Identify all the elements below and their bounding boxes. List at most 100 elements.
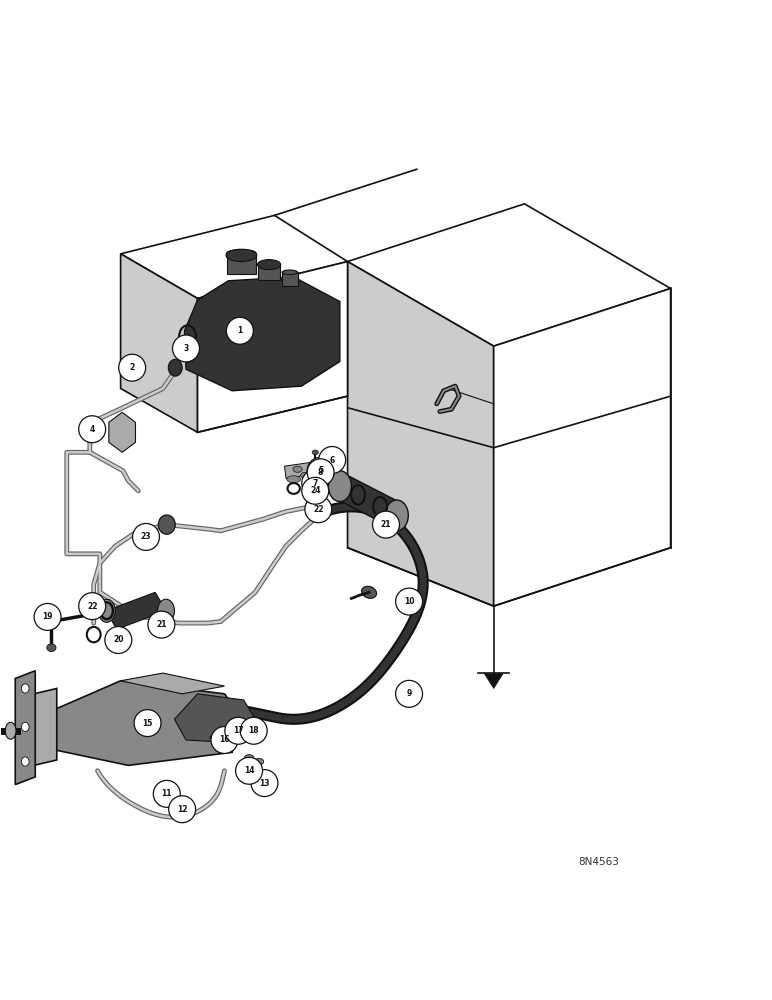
- Text: 6: 6: [330, 456, 335, 465]
- Circle shape: [225, 717, 252, 744]
- Ellipse shape: [5, 722, 16, 739]
- Circle shape: [251, 770, 278, 797]
- Circle shape: [148, 611, 174, 638]
- Polygon shape: [56, 681, 240, 765]
- Text: 16: 16: [219, 735, 230, 744]
- Circle shape: [34, 603, 61, 630]
- Polygon shape: [347, 262, 493, 606]
- Text: 15: 15: [142, 719, 153, 728]
- Ellipse shape: [259, 261, 279, 267]
- Ellipse shape: [328, 471, 351, 502]
- Text: 22: 22: [313, 505, 323, 514]
- Text: 19: 19: [42, 612, 52, 621]
- Ellipse shape: [312, 450, 318, 455]
- Text: 5: 5: [318, 466, 323, 475]
- Text: 11: 11: [161, 789, 172, 798]
- Circle shape: [305, 496, 332, 523]
- Polygon shape: [284, 462, 318, 478]
- Text: 20: 20: [113, 635, 124, 644]
- Circle shape: [302, 470, 329, 497]
- Ellipse shape: [293, 466, 302, 472]
- Ellipse shape: [158, 515, 175, 534]
- Polygon shape: [15, 671, 36, 785]
- Ellipse shape: [255, 758, 264, 765]
- Polygon shape: [485, 674, 503, 688]
- Ellipse shape: [300, 472, 310, 478]
- Polygon shape: [106, 592, 166, 629]
- Polygon shape: [271, 323, 305, 358]
- Circle shape: [240, 717, 267, 744]
- Ellipse shape: [385, 500, 408, 531]
- Circle shape: [79, 593, 106, 620]
- Circle shape: [395, 680, 422, 707]
- Text: 17: 17: [233, 726, 244, 735]
- Circle shape: [79, 416, 106, 443]
- Ellipse shape: [47, 644, 56, 652]
- Text: 7: 7: [313, 479, 318, 488]
- Circle shape: [172, 335, 199, 362]
- Text: 12: 12: [177, 805, 188, 814]
- Circle shape: [169, 796, 195, 823]
- Ellipse shape: [22, 684, 29, 693]
- Text: 14: 14: [244, 766, 254, 775]
- Ellipse shape: [361, 586, 377, 598]
- Text: 23: 23: [141, 532, 151, 541]
- Ellipse shape: [45, 614, 59, 629]
- Circle shape: [395, 588, 422, 615]
- Polygon shape: [34, 688, 57, 765]
- Bar: [274, 355, 279, 360]
- Circle shape: [154, 780, 180, 807]
- Ellipse shape: [255, 728, 262, 737]
- Polygon shape: [198, 262, 347, 432]
- Circle shape: [226, 317, 253, 344]
- Bar: [274, 325, 279, 330]
- Text: 21: 21: [156, 620, 167, 629]
- Polygon shape: [109, 412, 135, 452]
- Circle shape: [302, 477, 329, 504]
- Circle shape: [105, 627, 132, 653]
- Text: 24: 24: [310, 486, 320, 495]
- Circle shape: [133, 523, 160, 550]
- Text: 9: 9: [406, 689, 411, 698]
- Text: 21: 21: [381, 520, 391, 529]
- Polygon shape: [185, 277, 340, 391]
- Bar: [282, 272, 297, 286]
- Circle shape: [134, 710, 161, 737]
- Polygon shape: [120, 254, 198, 432]
- Text: 8N4563: 8N4563: [578, 857, 619, 867]
- Ellipse shape: [168, 359, 182, 376]
- Ellipse shape: [286, 476, 300, 483]
- Polygon shape: [347, 204, 671, 346]
- Polygon shape: [493, 288, 671, 606]
- Ellipse shape: [244, 729, 252, 740]
- Ellipse shape: [231, 731, 240, 743]
- Ellipse shape: [41, 615, 52, 628]
- Ellipse shape: [227, 250, 256, 257]
- Polygon shape: [120, 215, 347, 298]
- Polygon shape: [120, 673, 225, 694]
- Ellipse shape: [226, 249, 257, 262]
- Ellipse shape: [22, 722, 29, 732]
- Ellipse shape: [157, 599, 174, 622]
- Circle shape: [211, 727, 238, 753]
- Bar: [259, 264, 279, 280]
- Text: 8: 8: [318, 468, 323, 477]
- Polygon shape: [174, 694, 256, 742]
- Bar: [227, 253, 256, 274]
- Polygon shape: [338, 472, 398, 529]
- Text: 2: 2: [130, 363, 135, 372]
- Circle shape: [307, 459, 334, 486]
- Ellipse shape: [258, 260, 280, 270]
- Circle shape: [373, 511, 399, 538]
- Text: 3: 3: [184, 344, 188, 353]
- Text: 18: 18: [249, 726, 259, 735]
- Bar: [296, 352, 303, 356]
- Text: 4: 4: [90, 425, 95, 434]
- Bar: [296, 321, 303, 325]
- Ellipse shape: [245, 755, 254, 761]
- Ellipse shape: [98, 599, 115, 622]
- Text: 10: 10: [404, 597, 415, 606]
- Ellipse shape: [282, 270, 297, 275]
- Circle shape: [235, 757, 262, 784]
- Text: 13: 13: [259, 779, 269, 788]
